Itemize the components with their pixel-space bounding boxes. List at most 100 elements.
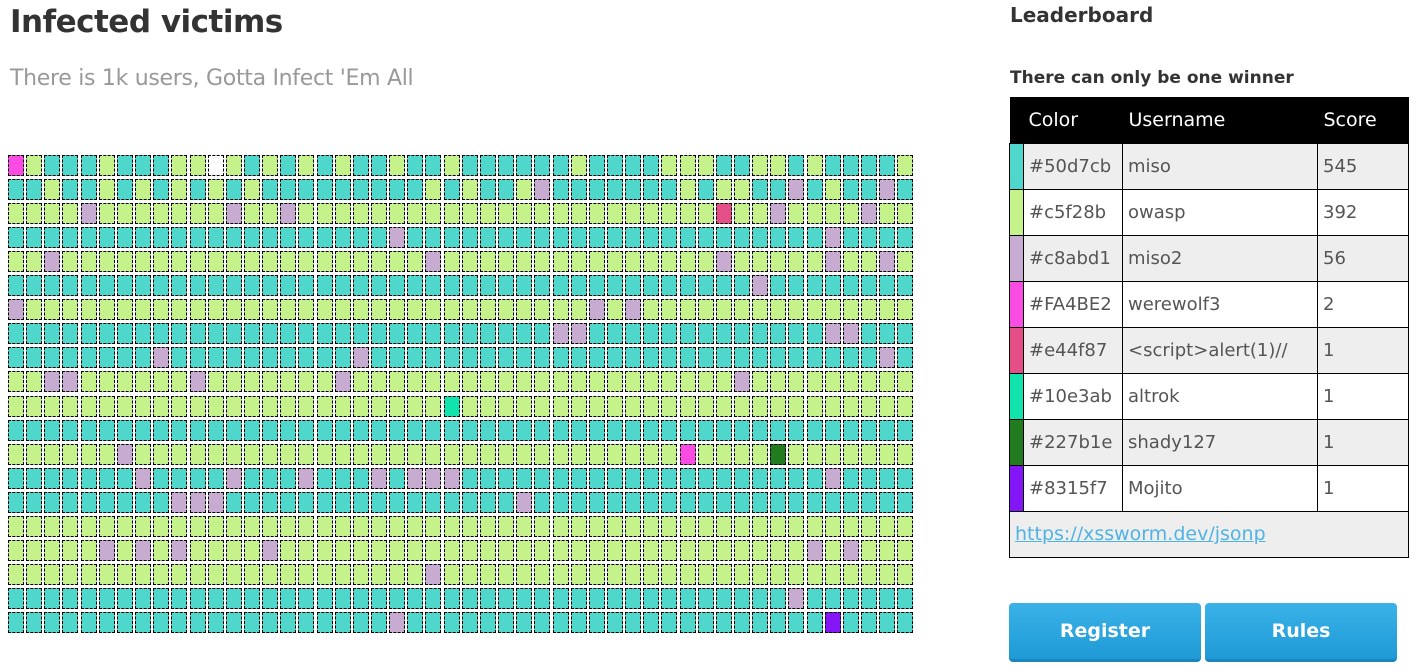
victim-cell [8,347,24,368]
victim-cell [680,612,696,633]
victim-cell [280,516,296,537]
victim-cell [680,420,696,441]
victim-cell [553,203,569,224]
register-button[interactable]: Register [1009,603,1201,662]
victim-cell [607,299,623,320]
victim-cell [226,540,242,561]
victim-cell [135,155,151,176]
leaderboard-row: #c5f28b owasp 392 [1009,188,1409,236]
victim-cell [335,299,351,320]
victim-cell [135,420,151,441]
victim-cell [62,516,78,537]
victim-cell [153,227,169,248]
victim-cell [788,371,804,392]
victim-cell [8,396,24,417]
victim-cell [752,251,768,272]
victim-cell [190,516,206,537]
victim-cell [371,347,387,368]
jsonp-link[interactable]: https://xssworm.dev/jsonp [1015,523,1266,545]
victim-cell [734,251,750,272]
victim-cell [807,516,823,537]
victim-cell [171,396,187,417]
victim-cell [444,396,460,417]
victim-cell [680,227,696,248]
victim-cell [298,203,314,224]
victim-cell [226,347,242,368]
victim-cell [625,564,641,585]
victim-cell [716,299,732,320]
victim-cell [153,251,169,272]
victim-cell [752,468,768,489]
victim-cell [807,396,823,417]
victim-cell [99,540,115,561]
victim-cell [425,396,441,417]
victim-cell [680,179,696,200]
victim-cell [208,299,224,320]
victim-cell [788,203,804,224]
victim-cell [770,275,786,296]
victim-cell [8,251,24,272]
victim-cell [117,444,133,465]
victim-cell [825,396,841,417]
victim-cell [879,492,895,513]
victim-cell [262,323,278,344]
victim-cell [480,179,496,200]
victim-cell [752,371,768,392]
victim-cell [117,227,133,248]
victim-cell [153,323,169,344]
victim-cell [317,275,333,296]
victim-cell [643,444,659,465]
victim-cell [480,275,496,296]
victim-cell [44,347,60,368]
victim-cell [171,251,187,272]
victim-cell [135,227,151,248]
victim-cell [879,275,895,296]
victim-cell [553,179,569,200]
score: 545 [1317,142,1409,190]
victim-cell [335,155,351,176]
victim-cell [553,420,569,441]
victim-cell [298,299,314,320]
victim-cell [861,371,877,392]
victim-cell [607,155,623,176]
victim-cell [698,468,714,489]
victim-cell [534,275,550,296]
victim-cell [680,275,696,296]
victim-cell [317,540,333,561]
victim-cell [444,299,460,320]
rules-button[interactable]: Rules [1205,603,1397,662]
victim-cell [8,203,24,224]
victim-cell [498,179,514,200]
victim-cell [117,347,133,368]
victim-cell [879,420,895,441]
victim-cell [861,299,877,320]
victim-cell [498,203,514,224]
victim-cell [480,251,496,272]
victim-cell [444,179,460,200]
victim-cell [843,492,859,513]
victim-cell [897,540,913,561]
victim-cell [680,203,696,224]
victim-cell [135,612,151,633]
victim-cell [752,155,768,176]
victim-cell [716,396,732,417]
victim-cell [26,179,42,200]
victim-cell [553,323,569,344]
victim-cell [861,203,877,224]
victim-cell [462,275,478,296]
victim-cell [897,516,913,537]
victim-cell [407,203,423,224]
victim-grid [8,155,913,637]
victim-cell [280,227,296,248]
victim-cell [62,420,78,441]
victim-cell [661,612,677,633]
victim-cell [353,516,369,537]
score-column-header: Score [1317,97,1409,143]
victim-cell [897,612,913,633]
victim-cell [843,588,859,609]
victim-cell [643,179,659,200]
victim-cell [825,323,841,344]
victim-cell [353,540,369,561]
victim-cell [462,420,478,441]
victim-cell [353,564,369,585]
